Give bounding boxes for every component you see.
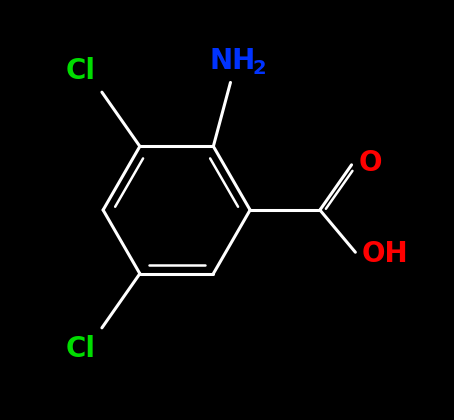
Text: OH: OH — [362, 240, 408, 268]
Text: O: O — [359, 149, 383, 177]
Text: Cl: Cl — [66, 57, 96, 84]
Text: 2: 2 — [252, 59, 266, 78]
Text: Cl: Cl — [66, 336, 96, 363]
Text: NH: NH — [209, 47, 256, 75]
